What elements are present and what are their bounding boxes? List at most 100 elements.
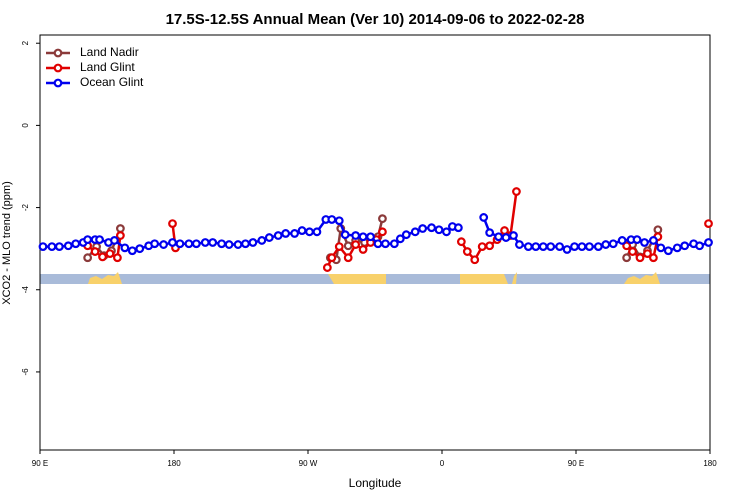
data-point <box>248 238 258 247</box>
data-point <box>434 225 444 235</box>
data-point <box>509 231 518 240</box>
data-point <box>494 232 503 242</box>
data-point <box>54 242 64 252</box>
legend-marker <box>53 48 63 58</box>
data-point <box>479 213 489 222</box>
data-point <box>105 249 115 258</box>
data-point <box>608 239 618 249</box>
data-point <box>577 242 587 252</box>
data-point <box>83 253 93 263</box>
data-point <box>470 255 480 265</box>
data-point <box>462 247 472 256</box>
data-point <box>120 243 130 253</box>
data-point <box>622 253 632 263</box>
data-point <box>241 239 250 249</box>
data-point <box>175 239 185 249</box>
land-patch <box>328 274 386 284</box>
data-point <box>257 236 267 245</box>
data-point <box>628 247 637 256</box>
data-point <box>127 246 137 256</box>
data-point <box>389 239 399 249</box>
y-axis-label: XCO2 - MLO trend (ppm) <box>1 181 13 304</box>
x-tick-label: 180 <box>167 459 181 468</box>
data-point <box>115 224 125 233</box>
data-point <box>546 242 556 252</box>
data-point <box>562 245 572 254</box>
data-point <box>273 231 283 240</box>
data-point <box>110 236 119 245</box>
chart-title: 17.5S-12.5S Annual Mean (Ver 10) 2014-09… <box>166 11 585 28</box>
data-point <box>233 240 243 249</box>
y-tick-label: 0 <box>21 123 30 128</box>
data-point <box>373 239 383 249</box>
y-tick-label: 2 <box>21 40 30 45</box>
data-point <box>555 242 565 252</box>
data-point <box>501 233 511 242</box>
data-point <box>71 239 81 249</box>
data-point <box>635 253 645 263</box>
data-point <box>340 230 350 240</box>
data-point <box>327 215 337 224</box>
data-point <box>485 241 495 251</box>
data-point <box>680 241 690 251</box>
data-point <box>622 241 632 251</box>
data-point <box>500 226 509 235</box>
data-point <box>643 249 652 258</box>
data-point <box>704 238 713 247</box>
land-patch <box>512 272 517 284</box>
data-point <box>663 246 673 256</box>
x-tick-label: 90 W <box>299 459 318 468</box>
data-point <box>191 239 201 249</box>
data-point <box>456 237 466 247</box>
x-tick-label: 90 E <box>32 459 48 468</box>
data-point <box>401 230 411 240</box>
data-point <box>343 241 353 251</box>
data-point <box>63 241 73 251</box>
data-point <box>113 253 122 263</box>
data-point <box>98 252 107 262</box>
data-point <box>672 243 682 253</box>
legend-marker <box>53 63 63 73</box>
data-point <box>281 229 291 238</box>
x-tick-label: 90 E <box>568 459 584 468</box>
data-point <box>485 228 495 238</box>
data-point <box>297 226 307 235</box>
land-patch <box>88 272 122 284</box>
data-point <box>656 243 666 253</box>
x-tick-label: 0 <box>440 459 445 468</box>
data-point <box>453 223 463 233</box>
data-point <box>515 240 524 249</box>
y-tick-label: -4 <box>21 286 30 294</box>
data-point <box>150 239 160 249</box>
data-point <box>343 253 353 263</box>
data-point <box>200 238 210 247</box>
data-point <box>351 240 361 249</box>
data-point <box>523 242 533 252</box>
legend-label: Land Glint <box>80 60 135 74</box>
data-point <box>83 235 93 245</box>
data-point <box>531 242 541 252</box>
y-tick-label: -6 <box>21 368 30 376</box>
data-point <box>442 227 451 237</box>
data-point <box>47 242 57 252</box>
data-point <box>427 223 436 233</box>
data-point <box>322 263 332 272</box>
y-tick-label: -2 <box>21 203 30 211</box>
data-point <box>264 233 274 242</box>
data-point <box>290 229 300 238</box>
data-point <box>593 242 603 252</box>
data-point <box>378 214 387 224</box>
data-point <box>649 236 658 245</box>
data-point <box>640 238 649 247</box>
data-point <box>617 236 627 245</box>
data-point <box>358 232 368 242</box>
land-patch <box>624 272 660 284</box>
data-point <box>358 245 368 254</box>
data-point <box>395 234 405 244</box>
data-point <box>327 253 337 263</box>
data-point <box>585 242 594 252</box>
data-point <box>378 227 387 237</box>
data-point <box>601 240 611 249</box>
data-point <box>334 242 344 252</box>
